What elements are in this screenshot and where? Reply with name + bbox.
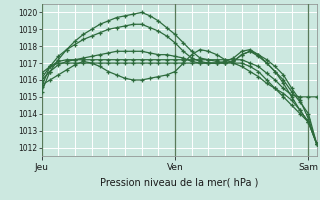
X-axis label: Pression niveau de la mer( hPa ): Pression niveau de la mer( hPa ) xyxy=(100,178,258,188)
